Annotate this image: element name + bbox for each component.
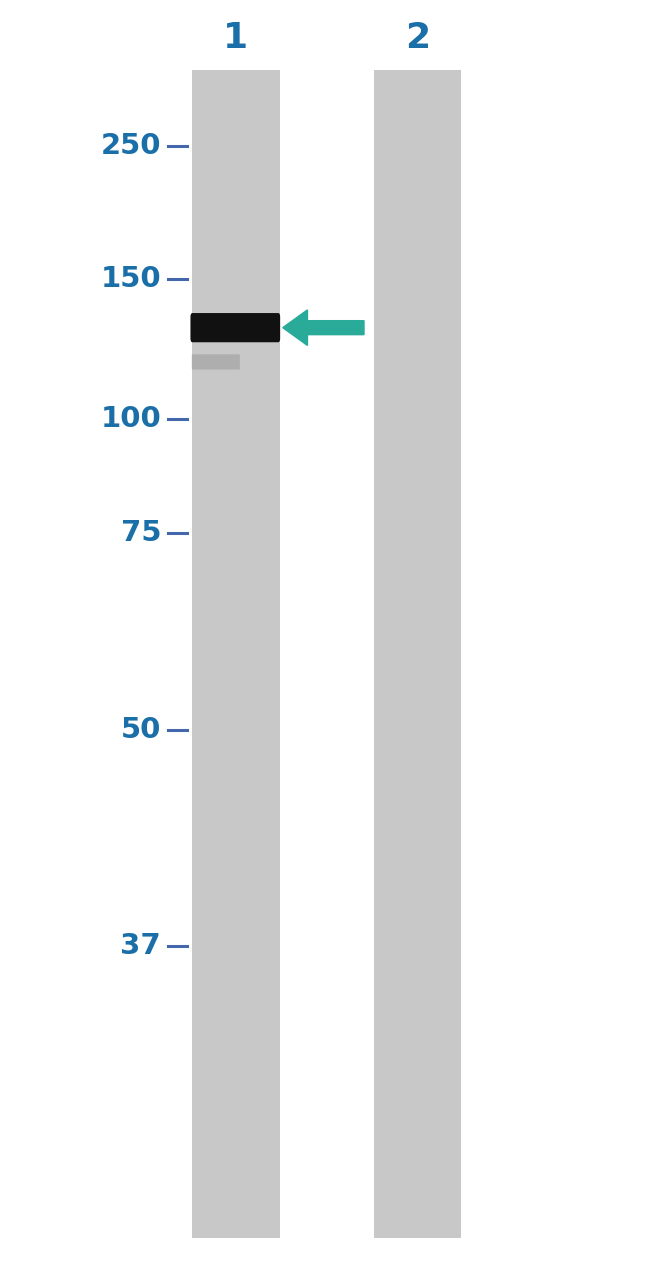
Text: 100: 100	[101, 405, 161, 433]
Text: 150: 150	[101, 265, 161, 293]
Text: 37: 37	[120, 932, 161, 960]
FancyArrow shape	[283, 310, 364, 345]
Text: 2: 2	[405, 22, 430, 55]
FancyBboxPatch shape	[192, 354, 240, 370]
Text: 1: 1	[223, 22, 248, 55]
Text: 50: 50	[121, 716, 161, 744]
Bar	[374, 70, 461, 1238]
Text: 75: 75	[121, 519, 161, 547]
Bar	[192, 70, 280, 1238]
Text: 250: 250	[101, 132, 161, 160]
FancyBboxPatch shape	[190, 312, 280, 342]
